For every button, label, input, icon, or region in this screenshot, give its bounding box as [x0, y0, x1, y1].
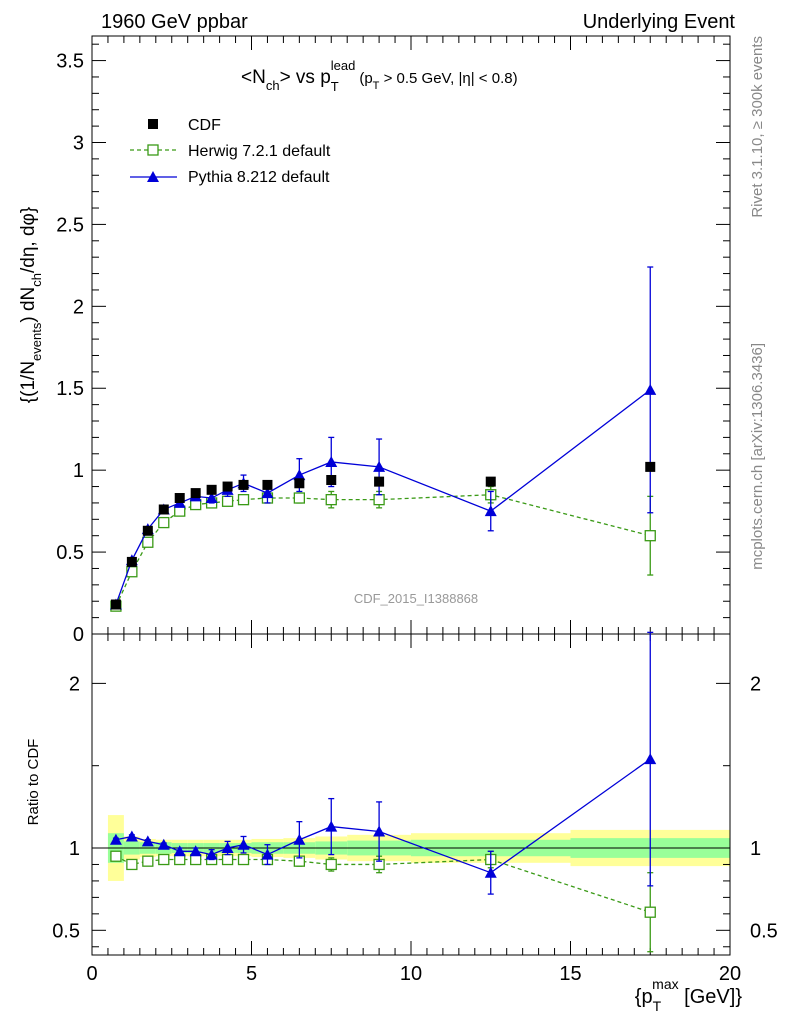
y-tick-label: 1	[73, 460, 84, 482]
ratio-y-tick-label: 1	[69, 838, 80, 860]
ratio-herwig-point	[110, 850, 122, 862]
cdf-point	[222, 481, 233, 492]
x-tick-label: 5	[246, 963, 257, 985]
pythia-point	[644, 383, 657, 395]
ratio-y-tick-label: 2	[69, 673, 80, 695]
herwig-line	[115, 494, 651, 607]
y-tick-label: 3.5	[56, 51, 84, 73]
ratio-pythia-point	[373, 825, 386, 837]
rivet-label: Rivet 3.1.10, ≥ 300k events	[749, 36, 766, 218]
legend-label-pythia: Pythia 8.212 default	[188, 169, 330, 186]
cdf-point	[485, 476, 496, 487]
header-left: 1960 GeV ppbar	[101, 11, 248, 33]
herwig-point	[237, 494, 250, 506]
mcplots-label: mcplots.cern.ch [arXiv:1306.3436]	[749, 343, 766, 570]
cdf-point	[374, 476, 385, 487]
ratio-pythia-point	[237, 838, 250, 850]
cdf-point	[142, 525, 153, 536]
legend-label-herwig: Herwig 7.2.1 default	[188, 143, 331, 160]
x-tick-label: 0	[86, 963, 97, 985]
pythia-point	[261, 487, 274, 499]
cdf-point	[174, 493, 185, 504]
cdf-point	[262, 479, 273, 490]
pythia-point	[373, 460, 386, 472]
pythia-point	[293, 469, 306, 481]
pythia-point	[325, 455, 338, 467]
y-tick-label: 2	[73, 296, 84, 318]
ratio-y-tick-label-right: 0.5	[750, 920, 778, 942]
herwig-point	[644, 530, 656, 542]
ratio-herwig-point	[126, 858, 138, 871]
pythia-point	[205, 492, 218, 504]
ratio-pythia-point	[109, 833, 122, 845]
ratio-pythia-point	[125, 830, 138, 842]
legend-marker-pythia	[147, 171, 159, 182]
ratio-herwig-point	[325, 858, 337, 871]
ratio-pythia-point	[189, 845, 202, 857]
ratio-frame	[91, 633, 731, 956]
cdf-point	[158, 504, 169, 515]
herwig-point	[373, 494, 385, 506]
ratio-herwig-point	[158, 853, 170, 866]
legend: CDF Herwig 7.2.1 default Pythia 8.212 de…	[130, 117, 331, 186]
ratio-pythia-point	[141, 835, 154, 847]
herwig-point	[221, 495, 234, 507]
ratio-pythia-point	[261, 848, 274, 860]
cdf-point	[238, 479, 249, 490]
ratio-pythia-point	[221, 842, 234, 853]
analysis-watermark: CDF_2015_I1388868	[354, 591, 478, 606]
ratio-pythia-point	[293, 833, 306, 845]
herwig-point	[293, 492, 306, 504]
y-tick-label: 2.5	[56, 214, 84, 236]
ratio-pythia-point	[173, 845, 186, 857]
cdf-point	[645, 461, 656, 472]
legend-label-cdf: CDF	[188, 117, 221, 134]
ratio-pythia-point	[484, 866, 497, 878]
ratio-y-tick-label: 0.5	[52, 920, 80, 942]
main-ylabel: {(1/Nevents) dNch/dη, dφ}	[18, 207, 44, 403]
herwig-point	[158, 516, 170, 529]
header-right: Underlying Event	[583, 11, 736, 33]
y-tick-label: 1.5	[56, 378, 84, 400]
cdf-point	[294, 478, 305, 489]
x-tick-label: 10	[400, 963, 422, 985]
cdf-point	[326, 474, 337, 485]
x-tick-label: 20	[719, 963, 741, 985]
legend-marker-cdf	[148, 119, 158, 129]
y-tick-label: 0.5	[56, 542, 84, 564]
ratio-herwig-point	[644, 906, 656, 918]
pythia-point	[484, 505, 497, 517]
herwig-point	[142, 536, 154, 548]
ratio-ylabel: Ratio to CDF	[25, 739, 42, 826]
legend-marker-herwig	[147, 144, 159, 156]
y-tick-label: 0	[73, 624, 84, 646]
cdf-point	[206, 484, 217, 495]
ratio-pythia-point	[205, 848, 218, 860]
ratio-herwig-point	[237, 853, 250, 866]
cdf-point	[110, 599, 121, 610]
herwig-point	[325, 494, 337, 506]
ratio-herwig-point	[142, 855, 154, 867]
ratio-y-tick-label-right: 1	[750, 838, 761, 860]
y-tick-label: 3	[73, 132, 84, 154]
cdf-point	[190, 488, 201, 499]
ratio-y-tick-label-right: 2	[750, 673, 761, 695]
x-axis-label: {pTmax [GeV]}	[635, 976, 743, 1014]
ratio-pythia-point	[644, 753, 657, 765]
main-title: <Nch> vs pTlead(pT > 0.5 GeV, |η| < 0.8)	[241, 58, 518, 94]
ratio-pythia-point	[325, 820, 338, 832]
cdf-point	[126, 556, 137, 567]
ratio-pythia-point	[157, 838, 170, 850]
ratio-herwig-point	[221, 853, 234, 866]
x-tick-label: 15	[559, 963, 581, 985]
